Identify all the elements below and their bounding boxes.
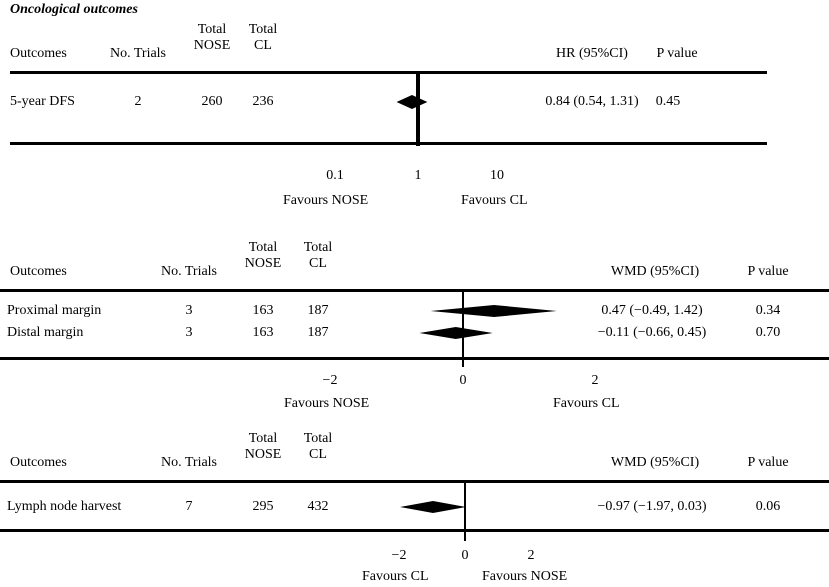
header-rule xyxy=(0,480,829,483)
row-effect-ci: −0.97 (−1.97, 0.03) xyxy=(597,499,707,514)
row-total-nose: 295 xyxy=(252,499,274,514)
row-p-value: 0.45 xyxy=(655,94,681,109)
row-p-value: 0.34 xyxy=(755,303,781,318)
tick-label: 0 xyxy=(461,548,469,563)
header-trials: No. Trials xyxy=(160,264,218,279)
row-total-nose: 260 xyxy=(201,94,223,109)
row-total-nose: 163 xyxy=(252,325,274,340)
header-effect: HR (95%CI) xyxy=(556,46,628,61)
header-effect: WMD (95%CI) xyxy=(610,264,700,279)
favours-left-label: Favours CL xyxy=(362,569,429,584)
row-total-nose: 163 xyxy=(252,303,274,318)
tick-label: 0.1 xyxy=(326,168,344,183)
row-outcome: Proximal margin xyxy=(7,303,102,318)
tick-label: 2 xyxy=(591,373,599,388)
tick-label: 1 xyxy=(414,168,422,183)
row-total-cl: 187 xyxy=(307,325,329,340)
favours-left-label: Favours NOSE xyxy=(284,396,370,411)
row-effect-ci: −0.11 (−0.66, 0.45) xyxy=(597,325,707,340)
tick-label: 0 xyxy=(459,373,467,388)
header-rule xyxy=(0,289,829,292)
tick-label: 10 xyxy=(490,168,504,183)
header-p-value: P value xyxy=(747,264,789,279)
header-effect: WMD (95%CI) xyxy=(610,455,700,470)
pooled-estimate-diamond xyxy=(399,501,466,513)
header-total-cl: Total CL xyxy=(248,22,278,53)
favours-right-label: Favours NOSE xyxy=(482,569,568,584)
row-p-value: 0.70 xyxy=(755,325,781,340)
tick-label: −2 xyxy=(322,373,338,388)
header-trials: No. Trials xyxy=(109,46,167,61)
tick-label: −2 xyxy=(391,548,407,563)
tick-label: 2 xyxy=(527,548,535,563)
row-effect-ci: 0.47 (−0.49, 1.42) xyxy=(601,303,703,318)
header-rule xyxy=(10,71,767,74)
row-trials: 7 xyxy=(185,499,193,514)
header-p-value: P value xyxy=(656,46,698,61)
row-p-value: 0.06 xyxy=(755,499,781,514)
footer-rule xyxy=(0,529,829,532)
row-total-cl: 432 xyxy=(307,499,329,514)
footer-rule xyxy=(10,142,767,145)
pooled-estimate-diamond xyxy=(419,327,493,339)
pooled-estimate-diamond xyxy=(430,305,557,317)
header-total-nose: Total NOSE xyxy=(193,22,231,53)
section-title: Oncological outcomes xyxy=(10,2,138,17)
row-trials: 3 xyxy=(185,325,193,340)
header-outcomes: Outcomes xyxy=(10,264,67,279)
row-outcome: Lymph node harvest xyxy=(7,499,122,514)
row-outcome: 5-year DFS xyxy=(10,94,75,109)
header-p-value: P value xyxy=(747,455,789,470)
header-trials: No. Trials xyxy=(160,455,218,470)
header-total-cl: Total CL xyxy=(303,240,333,271)
row-outcome: Distal margin xyxy=(7,325,84,340)
row-total-cl: 236 xyxy=(252,94,274,109)
favours-left-label: Favours NOSE xyxy=(283,193,369,208)
favours-right-label: Favours CL xyxy=(553,396,620,411)
row-total-cl: 187 xyxy=(307,303,329,318)
row-trials: 2 xyxy=(134,94,142,109)
footer-rule xyxy=(0,357,829,360)
header-total-nose: Total NOSE xyxy=(244,431,282,462)
pooled-estimate-diamond xyxy=(396,95,428,109)
row-trials: 3 xyxy=(185,303,193,318)
header-total-nose: Total NOSE xyxy=(244,240,282,271)
favours-right-label: Favours CL xyxy=(461,193,528,208)
header-total-cl: Total CL xyxy=(303,431,333,462)
header-outcomes: Outcomes xyxy=(10,455,67,470)
row-effect-ci: 0.84 (0.54, 1.31) xyxy=(545,94,639,109)
header-outcomes: Outcomes xyxy=(10,46,67,61)
